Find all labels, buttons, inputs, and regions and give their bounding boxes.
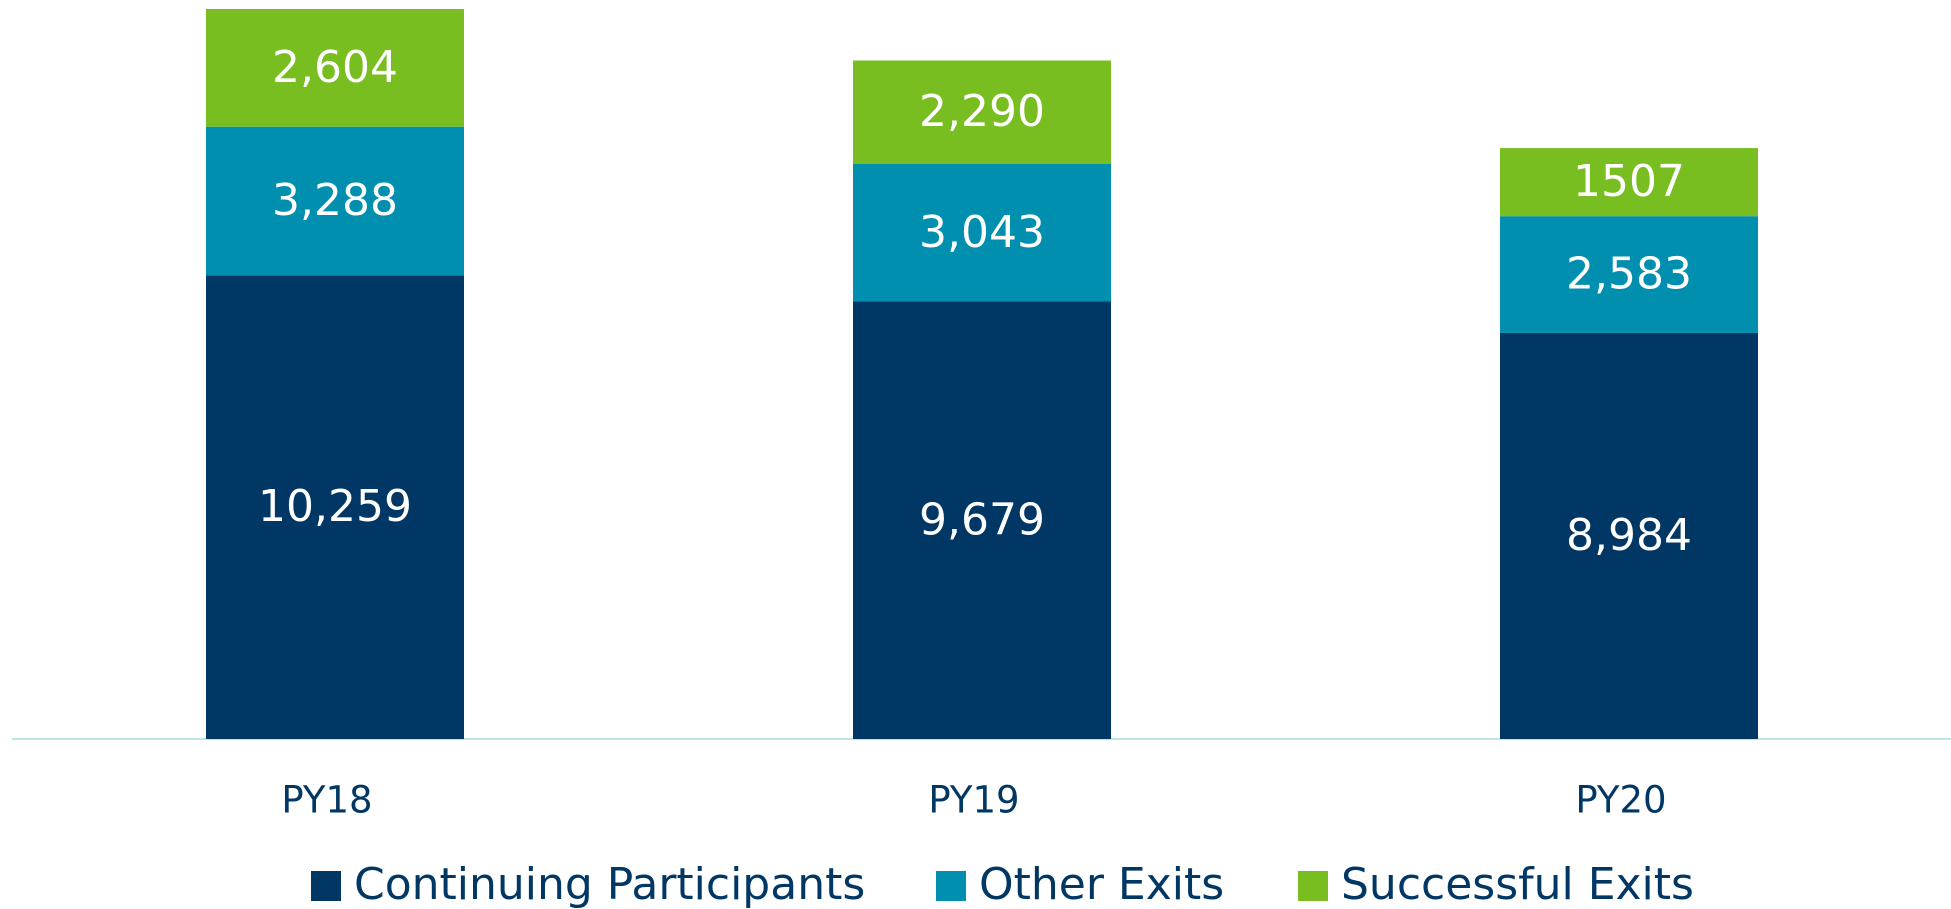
legend-swatch <box>936 871 966 901</box>
data-label: 3,288 <box>272 175 398 226</box>
x-tick-label: PY20 <box>1575 779 1666 822</box>
legend-label: Successful Exits <box>1341 859 1694 909</box>
data-label: 2,604 <box>272 42 398 93</box>
data-label: 8,984 <box>1566 510 1692 561</box>
x-tick-label: PY18 <box>281 779 372 822</box>
legend-label: Continuing Participants <box>354 859 865 909</box>
bar-segment <box>1500 332 1758 739</box>
legend-swatch <box>1298 871 1328 901</box>
data-label: 3,043 <box>919 207 1045 258</box>
bar-segment <box>853 163 1111 302</box>
x-tick-label: PY19 <box>928 779 1019 822</box>
data-label: 2,583 <box>1566 249 1692 300</box>
legend-label: Other Exits <box>979 859 1224 909</box>
data-label: 9,679 <box>919 494 1045 545</box>
bar-segment <box>853 301 1111 739</box>
bar-segment <box>206 126 464 276</box>
legend-swatch <box>311 871 341 901</box>
bar-segment <box>853 60 1111 164</box>
data-label: 10,259 <box>258 481 412 532</box>
bar-segment <box>206 9 464 127</box>
bar-segment <box>1500 216 1758 333</box>
bar-segment <box>206 275 464 739</box>
data-label: 2,290 <box>919 86 1045 137</box>
data-label: 1507 <box>1573 156 1685 207</box>
bar-segment <box>1500 148 1758 217</box>
